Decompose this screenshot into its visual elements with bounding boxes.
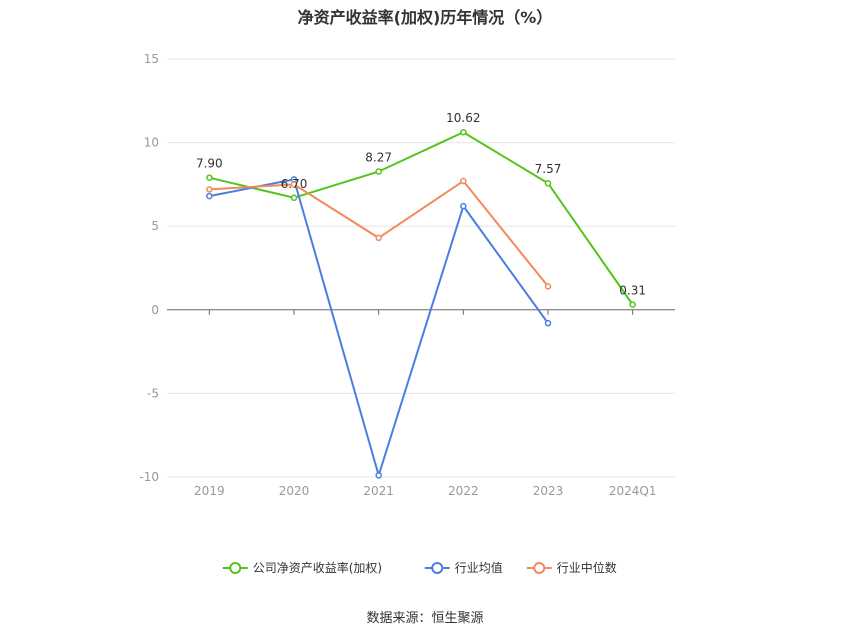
series-point-2[interactable] [290,181,298,188]
data-label: 6.70 [281,177,308,191]
y-tick-label: -5 [147,386,159,400]
y-tick-label: 5 [151,219,159,233]
data-label: 0.31 [619,284,646,298]
series-point-2[interactable] [206,186,213,193]
series-point-2[interactable] [544,283,552,290]
legend-marker [533,562,546,574]
x-tick-label: 2020 [279,484,310,498]
series-point-0[interactable] [544,179,552,187]
legend-marker [431,562,444,574]
x-tick-label: 2024Q1 [609,484,657,498]
series-point-0[interactable] [375,168,382,175]
data-label: 10.62 [446,111,480,125]
series-point-0[interactable] [290,194,298,202]
series-point-1[interactable] [460,202,467,210]
series-line-0 [209,131,634,306]
grid-lines [167,58,675,478]
series-point-1[interactable] [206,192,213,200]
y-axis: 15 10 5 0 -5 -10 [139,52,159,484]
legend-item-0[interactable]: 公司净资产收益率(加权) [222,560,382,575]
y-tick-label: 0 [151,303,159,317]
chart-title: 净资产收益率(加权)历年情况（%） [297,8,553,27]
x-tick-label: 2023 [533,484,564,498]
series-point-0[interactable] [629,301,636,308]
x-tick-label: 2019 [194,484,225,498]
data-label: 8.27 [365,151,392,165]
legend-label: 行业均值 [455,560,503,575]
data-label: 7.90 [196,157,223,171]
series-point-2[interactable] [375,234,382,242]
legend-label: 行业中位数 [557,560,617,575]
series-point-0[interactable] [206,174,213,181]
series-group [206,128,636,479]
legend-item-1[interactable]: 行业均值 [424,560,503,575]
legend-item-2[interactable]: 行业中位数 [526,560,617,575]
series-point-2[interactable] [460,177,467,185]
legend-label: 公司净资产收益率(加权) [253,560,382,575]
x-tick-label: 2021 [363,484,394,498]
series-point-0[interactable] [460,128,467,136]
y-tick-label: -10 [139,470,159,484]
series-line-2 [209,179,549,288]
y-tick-label: 15 [144,52,159,66]
series-point-1[interactable] [375,472,382,479]
source-note: 数据来源：恒生聚源 [366,611,484,626]
data-labels: 7.90 6.70 8.27 10.62 7.57 0.31 [196,111,646,297]
x-tick-label: 2022 [448,484,479,498]
legend: 公司净资产收益率(加权) 行业均值 行业中位数 [222,560,617,575]
y-tick-label: 10 [144,136,159,150]
series-point-1[interactable] [544,319,552,327]
x-axis: 2019 2020 2021 2022 2023 2024Q1 [167,309,675,498]
data-label: 7.57 [535,162,562,176]
legend-marker [229,562,242,574]
